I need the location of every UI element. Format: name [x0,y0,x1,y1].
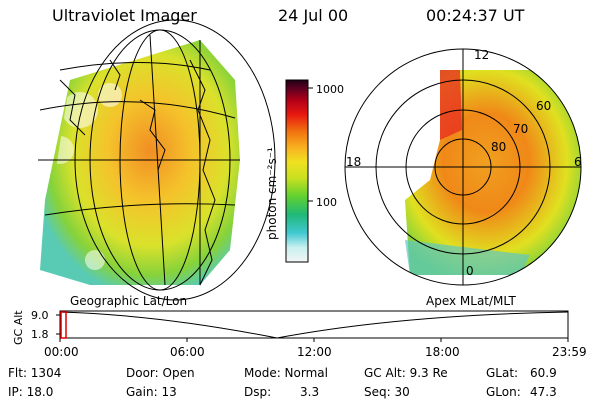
instrument-title: Ultraviolet Imager [52,6,197,25]
polar-grid [344,48,582,286]
timeline-xtick-1800: 18:00 [425,345,460,359]
gain-field: Gain: 13 [126,385,177,399]
colorbar-tick-1000: 1000 [316,83,344,96]
glon-label: GLon: [486,385,521,399]
door-field: Door: Open [126,366,195,380]
geographic-image [40,40,240,285]
glat-value: 60.9 [530,366,557,380]
timeline-xtick-0600: 06:00 [170,345,205,359]
glat-label: GLat: [486,366,519,380]
seq-field: Seq: 30 [364,385,410,399]
timeline-xtick-1200: 12:00 [297,345,332,359]
timeline-ytick-1-8: 1.8 [31,328,49,341]
glon-value: 47.3 [530,385,557,399]
mlt-label-18: 18 [346,155,361,169]
observation-time: 00:24:37 UT [426,6,525,25]
mlat-label-60: 60 [536,99,551,113]
mlt-label-12: 12 [474,48,489,62]
timeline-xtick-0000: 00:00 [44,345,79,359]
mlat-label-80: 80 [491,140,506,154]
coastline-overlay [59,59,216,286]
polar-label: Apex MLat/MLT [426,294,516,308]
geographic-label: Geographic Lat/Lon [70,294,187,308]
dsp-label: Dsp: [244,385,272,399]
mode-field: Mode: Normal [244,366,328,380]
dsp-value: 3.3 [300,385,320,399]
colorbar [285,79,309,263]
colorbar-ticks [308,87,313,202]
timeline-plot [56,310,569,342]
timeline-ytick-9: 9.0 [31,309,49,322]
mlt-label-0: 0 [466,264,474,278]
mlt-label-6: 6 [574,155,582,169]
ip-field: IP: 18.0 [8,385,54,399]
timeline-axis-label: GC Alt [12,310,25,345]
gc-alt-field: GC Alt: 9.3 Re [364,366,448,380]
timeline-xtick-2359: 23:59 [552,345,587,359]
polar-image [405,70,581,275]
mlat-label-70: 70 [513,122,528,136]
colorbar-unit-label: photon cm⁻²s⁻¹ [265,147,279,240]
flt-field: Flt: 1304 [8,366,62,380]
colorbar-tick-100: 100 [316,196,337,209]
observation-date: 24 Jul 00 [278,6,349,25]
current-time-marker [60,311,67,339]
